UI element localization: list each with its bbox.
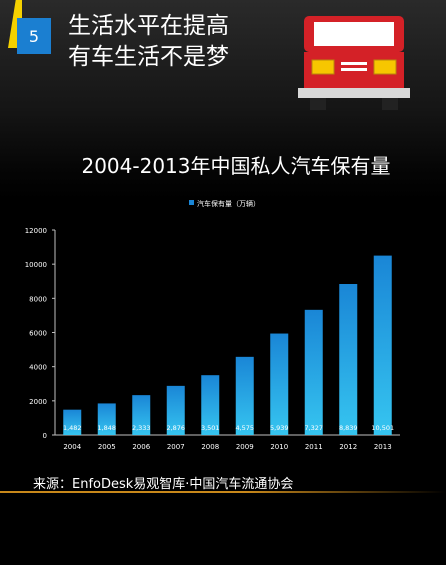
section-number-badge: 5 xyxy=(17,18,51,54)
y-tick-label: 0 xyxy=(43,432,47,440)
bar-2005 xyxy=(97,403,116,435)
x-tick-label-2005: 2005 xyxy=(98,443,116,451)
headline: 生活水平在提高 有车生活不是梦 xyxy=(68,11,229,73)
legend-label: 汽车保有量（万辆） xyxy=(197,199,260,208)
source-underline xyxy=(0,491,446,493)
bar-2008 xyxy=(201,375,220,435)
y-tick-label: 8000 xyxy=(29,295,47,303)
x-tick-label-2007: 2007 xyxy=(167,443,185,451)
data-label-2013: 10,501 xyxy=(371,424,394,432)
y-tick-label: 10000 xyxy=(25,261,47,269)
car-front-icon xyxy=(298,16,410,110)
x-tick-label-2012: 2012 xyxy=(339,443,357,451)
bar-2011 xyxy=(304,309,323,435)
bar-2012 xyxy=(339,284,358,435)
legend-swatch xyxy=(189,200,194,205)
x-tick-label-2013: 2013 xyxy=(374,443,392,451)
data-label-2010: 5,939 xyxy=(270,424,289,432)
data-label-2007: 2,876 xyxy=(166,424,185,432)
chart-title: 2004-2013年中国私人汽车保有量 xyxy=(81,154,390,178)
data-label-2008: 3,501 xyxy=(201,424,220,432)
section-number: 5 xyxy=(28,26,40,46)
x-tick-label-2008: 2008 xyxy=(201,443,219,451)
data-label-2009: 4,575 xyxy=(235,424,254,432)
headline-line-2: 有车生活不是梦 xyxy=(68,44,229,70)
bar-2013 xyxy=(373,255,392,435)
data-label-2012: 8,839 xyxy=(339,424,358,432)
x-tick-label-2009: 2009 xyxy=(236,443,254,451)
source-citation: 来源：EnfoDesk易观智库·中国汽车流通协会 xyxy=(33,477,294,492)
data-label-2005: 1,848 xyxy=(97,424,116,432)
y-tick-label: 2000 xyxy=(29,398,47,406)
headline-line-1: 生活水平在提高 xyxy=(68,13,229,39)
x-tick-label-2006: 2006 xyxy=(132,443,150,451)
x-tick-label-2010: 2010 xyxy=(270,443,288,451)
bar-chart: 2004-2013年中国私人汽车保有量 汽车保有量（万辆） 0 2000 4000 6… xyxy=(25,154,400,451)
data-label-2004: 1,482 xyxy=(63,424,82,432)
bar-2007 xyxy=(166,385,185,435)
bar-2009 xyxy=(235,356,254,435)
x-tick-label-2011: 2011 xyxy=(305,443,323,451)
bar-2006 xyxy=(132,395,151,435)
y-tick-label: 12000 xyxy=(25,227,47,235)
bar-2010 xyxy=(270,333,289,435)
x-tick-label-2004: 2004 xyxy=(63,443,81,451)
y-tick-label: 4000 xyxy=(29,364,47,372)
y-tick-label: 6000 xyxy=(29,330,47,338)
data-label-2011: 7,327 xyxy=(304,424,323,432)
data-label-2006: 2,333 xyxy=(132,424,151,432)
bar-2004 xyxy=(63,409,82,435)
